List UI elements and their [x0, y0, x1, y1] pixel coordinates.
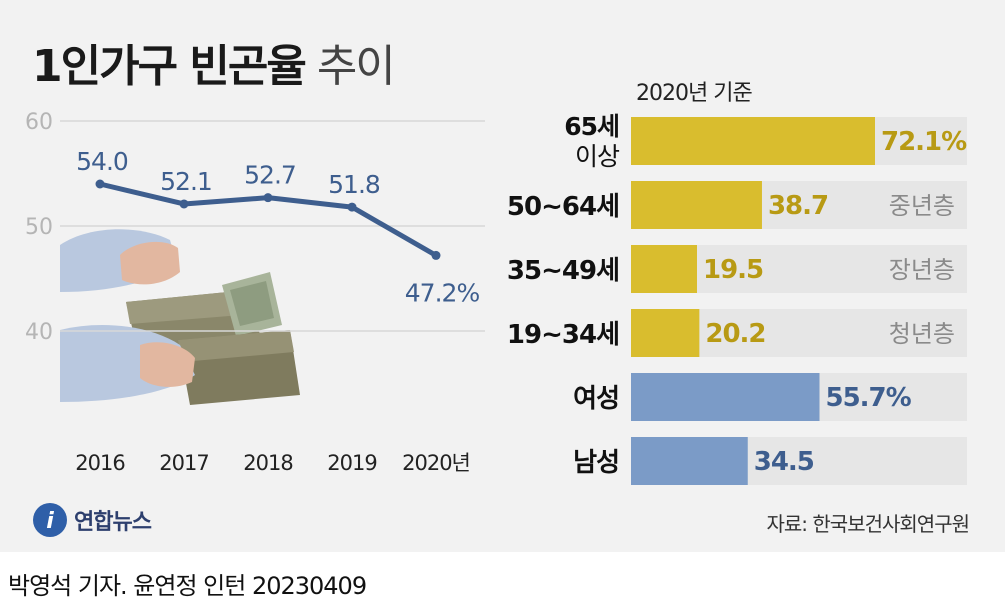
bar	[631, 181, 762, 229]
data-label: 52.7	[244, 161, 296, 190]
bar-value-label: 55.7%	[825, 383, 911, 413]
byline: 박영석 기자. 윤연정 인턴 20230409	[8, 572, 367, 600]
chart-title: 1인가구 빈곤율 추이	[32, 30, 396, 94]
source-note: 자료: 한국보건사회연구원	[766, 512, 970, 536]
data-point	[95, 179, 105, 189]
x-tick-label: 2020년	[402, 451, 470, 475]
bar-group-tag: 청년층	[889, 320, 955, 348]
hands-money-illustration	[60, 229, 300, 405]
bar-value-label: 20.2	[705, 319, 765, 349]
bar-value-label: 38.7	[768, 191, 828, 221]
bar-row: 38.7 중년층 50~64세	[507, 181, 967, 229]
bar-row: 20.2 청년층 19~34세	[507, 309, 967, 357]
bar-value-label: 19.5	[703, 255, 763, 285]
data-point	[431, 250, 441, 260]
bar-value-label: 34.5	[754, 447, 814, 477]
x-tick-label: 2018	[243, 451, 292, 475]
data-point	[179, 199, 189, 209]
bar	[631, 309, 700, 357]
bar	[631, 245, 697, 293]
yonhap-logo-icon: i	[33, 503, 67, 537]
x-tick-label: 2019	[327, 451, 376, 475]
y-tick-label: 40	[25, 320, 53, 345]
category-label: 65세	[564, 112, 619, 141]
line-chart: 40 50 60 54.0 2016 52.1 2017 52.7 2018 51.8 2019 47…	[25, 110, 485, 475]
category-label: 19~34세	[507, 320, 619, 350]
bar	[631, 373, 820, 421]
category-label: 35~49세	[507, 256, 619, 286]
bar-group-tag: 장년층	[889, 256, 955, 284]
bar-row: 19.5 장년층 35~49세	[507, 245, 967, 293]
category-label: 50~64세	[507, 192, 619, 222]
data-point	[347, 202, 357, 212]
x-tick-label: 2017	[159, 451, 208, 475]
category-label: 남성	[573, 448, 619, 478]
category-label: 이상	[575, 142, 620, 171]
svg-text:i: i	[46, 509, 54, 534]
y-tick-label: 50	[25, 215, 53, 240]
bar-row: 34.5 남성	[573, 437, 967, 485]
bar-value-label: 72.1%	[881, 127, 967, 157]
yonhap-logo: i 연합뉴스	[30, 500, 152, 540]
data-label: 51.8	[328, 170, 380, 199]
y-tick-label: 60	[25, 110, 53, 135]
basis-label: 2020년 기준	[636, 81, 753, 106]
data-point	[263, 193, 273, 203]
category-label: 여성	[573, 384, 619, 414]
data-label: 52.1	[160, 167, 212, 196]
bar	[631, 437, 748, 485]
logo-text: 연합뉴스	[74, 510, 152, 535]
data-label: 47.2%	[405, 278, 480, 307]
line-gridlines	[60, 120, 485, 332]
title-sub: 추이	[316, 41, 396, 92]
x-tick-label: 2016	[75, 451, 125, 475]
bar-row: 55.7% 여성	[573, 373, 967, 421]
data-label: 54.0	[76, 147, 128, 176]
bar-group-tag: 중년층	[889, 192, 955, 220]
bar	[631, 117, 875, 165]
title-main: 1인가구 빈곤율	[32, 41, 307, 92]
